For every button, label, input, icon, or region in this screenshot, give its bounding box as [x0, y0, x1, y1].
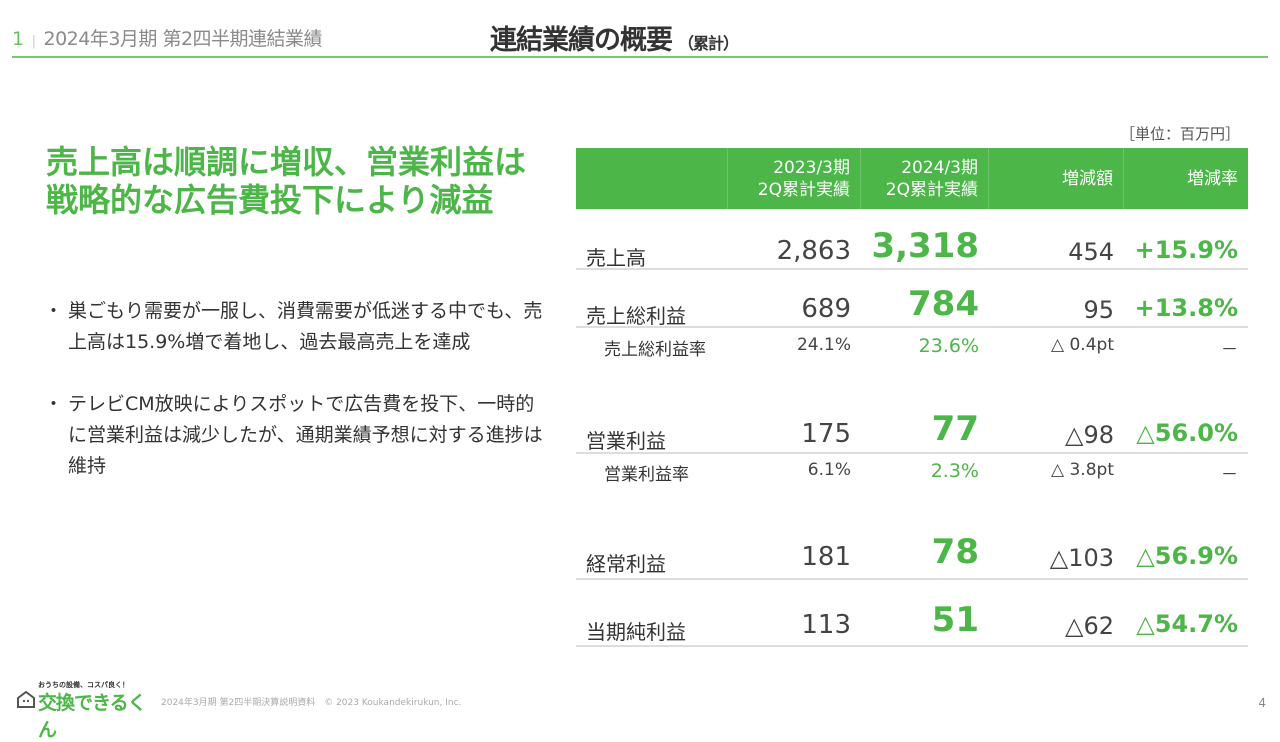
prev-value: 24.1%	[796, 335, 851, 355]
footer-text: 2024年3月期 第2四半期決算説明資料 © 2023 Koukandekiru…	[161, 698, 462, 708]
section-title: 2024年3月期 第2四半期連結業績	[43, 28, 323, 50]
bullet-item: テレビCM放映によりスポットで広告費を投下、一時的に営業利益は減少したが、通期業…	[44, 389, 550, 482]
table-row: 営業利益 175 77 △98 △56.0%	[576, 409, 1248, 453]
table-row: 当期純利益 113 51 △62 △54.7%	[576, 600, 1248, 644]
header-rule	[12, 56, 1268, 58]
table-row: 売上総利益 689 784 95 +13.8%	[576, 284, 1248, 328]
prev-value: 2,863	[776, 236, 851, 266]
curr-value: 77	[931, 409, 979, 449]
row-label: 売上高	[586, 246, 646, 270]
footer: おうちの設備、コスパ良く！ 交換できるくん 2024年3月期 第2四半期決算説明…	[16, 680, 462, 741]
page-number: 4	[1258, 696, 1266, 710]
logo-name: 交換できるくん	[38, 692, 147, 741]
row-divider	[576, 268, 1248, 270]
rate-value: △54.7%	[1136, 610, 1238, 638]
section-number: 1	[12, 28, 24, 50]
table-row: 営業利益率 6.1% 2.3% △ 3.8pt －	[576, 460, 1248, 496]
diff-value: 95	[1083, 296, 1114, 324]
bullet-item: 巣ごもり需要が一服し、消費需要が低迷する中でも、売上高は15.9%増で着地し、過…	[44, 296, 550, 358]
prev-value: 6.1%	[807, 460, 851, 480]
row-divider	[576, 326, 1248, 328]
prev-value: 689	[801, 294, 851, 324]
row-label: 営業利益率	[604, 465, 689, 485]
rate-value: －	[1221, 340, 1238, 360]
diff-value: 454	[1068, 238, 1114, 266]
curr-value: 23.6%	[918, 335, 979, 357]
row-label: 売上総利益率	[604, 340, 706, 360]
headline: 売上高は順調に増収、営業利益は戦略的な広告費投下により減益	[46, 143, 527, 219]
diff-value: △98	[1065, 421, 1114, 449]
divider: |	[31, 34, 36, 49]
rate-value: △56.9%	[1136, 542, 1238, 570]
curr-value: 784	[908, 284, 979, 324]
row-label: 当期純利益	[586, 620, 686, 644]
diff-value: △103	[1049, 544, 1114, 572]
prev-value: 181	[801, 542, 851, 572]
table-row: 売上総利益率 24.1% 23.6% △ 0.4pt －	[576, 335, 1248, 371]
table-row: 売上高 2,863 3,318 454 +15.9%	[576, 226, 1248, 270]
house-icon	[17, 690, 35, 708]
row-divider	[576, 578, 1248, 580]
diff-value: △ 3.8pt	[1051, 460, 1114, 480]
table-header: 2023/3期 2Q累計実績 2024/3期 2Q累計実績 増減額 増減率	[576, 148, 1248, 209]
curr-value: 51	[931, 600, 979, 640]
col-prev: 2023/3期 2Q累計実績	[727, 148, 860, 209]
row-label: 経常利益	[586, 552, 666, 576]
curr-value: 3,318	[871, 226, 979, 266]
rate-value: +15.9%	[1134, 236, 1238, 264]
bullet-list: 巣ごもり需要が一服し、消費需要が低迷する中でも、売上高は15.9%増で着地し、過…	[44, 296, 550, 513]
curr-value: 2.3%	[930, 460, 979, 482]
logo-tagline: おうちの設備、コスパ良く！	[38, 681, 129, 689]
unit-label: ［単位：百万円］	[1120, 125, 1241, 143]
title-text: 連結業績の概要	[490, 25, 673, 56]
row-divider	[576, 452, 1248, 454]
section-header: 1 | 2024年3月期 第2四半期連結業績	[12, 24, 323, 51]
col-rate: 増減率	[1123, 148, 1248, 209]
rate-value: △56.0%	[1136, 419, 1238, 447]
prev-value: 113	[801, 610, 851, 640]
diff-value: △ 0.4pt	[1051, 335, 1114, 355]
table-row: 経常利益 181 78 △103 △56.9%	[576, 532, 1248, 576]
page-title: 連結業績の概要 （累計）	[490, 18, 739, 57]
col-diff: 増減額	[988, 148, 1123, 209]
diff-value: △62	[1065, 612, 1114, 640]
row-label: 営業利益	[586, 429, 666, 453]
rate-value: －	[1221, 465, 1238, 485]
col-curr: 2024/3期 2Q累計実績	[860, 148, 988, 209]
curr-value: 78	[931, 532, 979, 572]
title-sub: （累計）	[678, 34, 739, 53]
row-label: 売上総利益	[586, 304, 686, 328]
prev-value: 175	[801, 419, 851, 449]
row-divider	[576, 645, 1248, 647]
company-logo: おうちの設備、コスパ良く！ 交換できるくん	[16, 680, 151, 741]
rate-value: +13.8%	[1134, 294, 1238, 322]
